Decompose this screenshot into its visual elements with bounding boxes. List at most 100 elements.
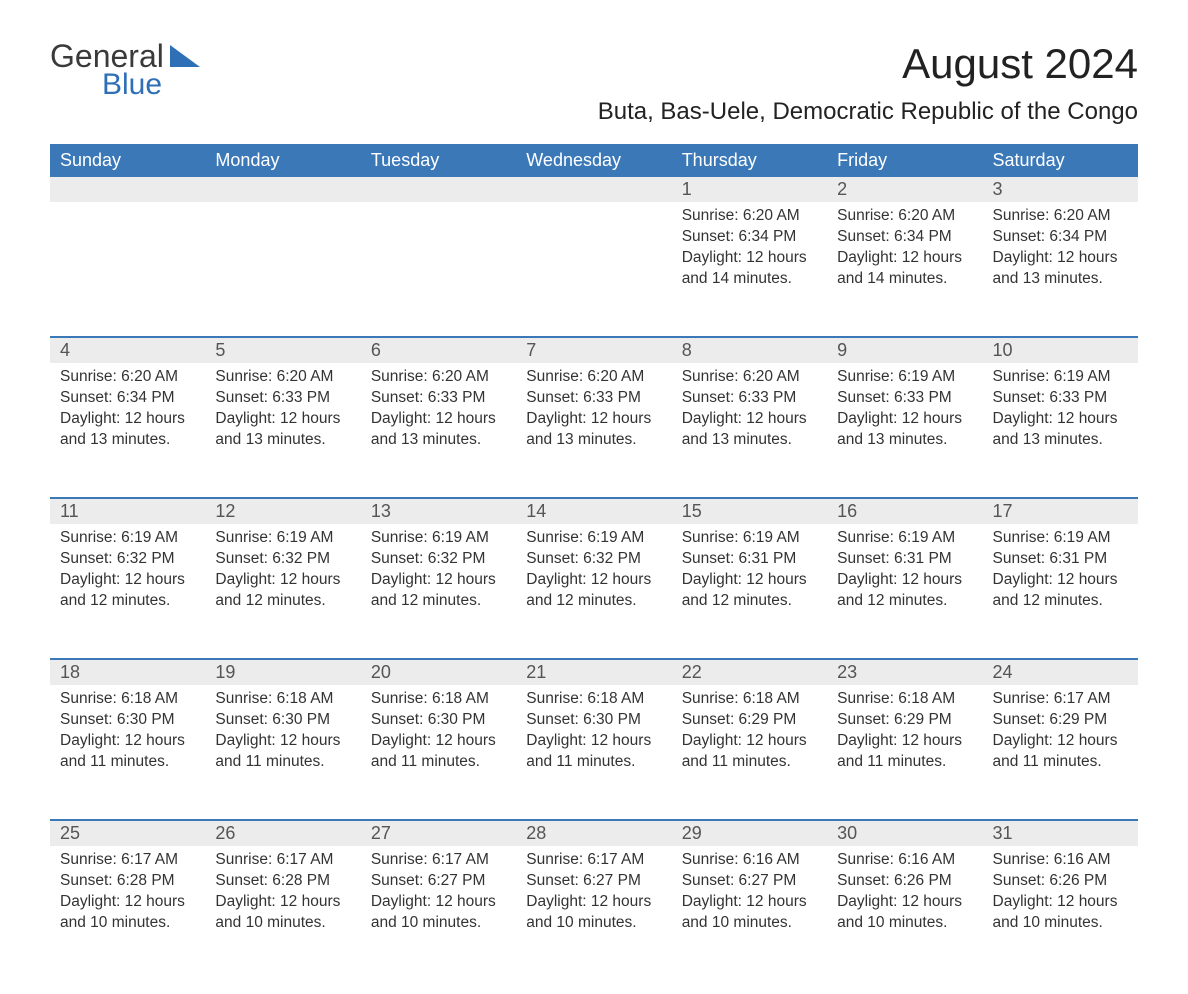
calendar-day: Sunrise: 6:19 AMSunset: 6:33 PMDaylight:… (983, 363, 1138, 481)
day-sunset: Sunset: 6:33 PM (526, 388, 661, 409)
day-details: Sunrise: 6:18 AMSunset: 6:30 PMDaylight:… (361, 685, 516, 773)
day-d1: Daylight: 12 hours (682, 248, 817, 269)
day-sunset: Sunset: 6:31 PM (993, 549, 1128, 570)
day-d1: Daylight: 12 hours (993, 731, 1128, 752)
day-d1: Daylight: 12 hours (371, 409, 506, 430)
day-sunset: Sunset: 6:30 PM (371, 710, 506, 731)
day-number: 12 (205, 499, 360, 524)
day-number: 28 (516, 821, 671, 846)
day-sunset: Sunset: 6:29 PM (837, 710, 972, 731)
day-number: 14 (516, 499, 671, 524)
day-d1: Daylight: 12 hours (993, 248, 1128, 269)
day-d2: and 13 minutes. (215, 430, 350, 451)
day-sunrise: Sunrise: 6:19 AM (682, 528, 817, 549)
day-details: Sunrise: 6:18 AMSunset: 6:30 PMDaylight:… (205, 685, 360, 773)
day-details: Sunrise: 6:19 AMSunset: 6:32 PMDaylight:… (50, 524, 205, 612)
day-d1: Daylight: 12 hours (60, 731, 195, 752)
day-d1: Daylight: 12 hours (682, 892, 817, 913)
day-sunrise: Sunrise: 6:18 AM (837, 689, 972, 710)
day-sunrise: Sunrise: 6:19 AM (993, 528, 1128, 549)
day-d2: and 11 minutes. (371, 752, 506, 773)
calendar-day: Sunrise: 6:18 AMSunset: 6:30 PMDaylight:… (205, 685, 360, 803)
day-d1: Daylight: 12 hours (526, 892, 661, 913)
day-d1: Daylight: 12 hours (371, 570, 506, 591)
day-number: 29 (672, 821, 827, 846)
day-sunrise: Sunrise: 6:19 AM (215, 528, 350, 549)
day-d1: Daylight: 12 hours (215, 731, 350, 752)
day-d1: Daylight: 12 hours (993, 570, 1128, 591)
day-d2: and 10 minutes. (60, 913, 195, 934)
dow-tuesday: Tuesday (361, 144, 516, 177)
day-d1: Daylight: 12 hours (837, 731, 972, 752)
day-d1: Daylight: 12 hours (837, 248, 972, 269)
day-sunrise: Sunrise: 6:17 AM (526, 850, 661, 871)
day-sunset: Sunset: 6:33 PM (215, 388, 350, 409)
day-d2: and 14 minutes. (682, 269, 817, 290)
day-details: Sunrise: 6:19 AMSunset: 6:32 PMDaylight:… (516, 524, 671, 612)
dow-saturday: Saturday (983, 144, 1138, 177)
day-details: Sunrise: 6:19 AMSunset: 6:31 PMDaylight:… (672, 524, 827, 612)
day-sunrise: Sunrise: 6:16 AM (837, 850, 972, 871)
day-number: 15 (672, 499, 827, 524)
day-sunrise: Sunrise: 6:19 AM (371, 528, 506, 549)
day-details: Sunrise: 6:19 AMSunset: 6:33 PMDaylight:… (827, 363, 982, 451)
day-details: Sunrise: 6:19 AMSunset: 6:31 PMDaylight:… (827, 524, 982, 612)
brand-name-2: Blue (102, 68, 200, 102)
calendar-day: Sunrise: 6:20 AMSunset: 6:34 PMDaylight:… (827, 202, 982, 320)
day-sunset: Sunset: 6:27 PM (371, 871, 506, 892)
day-d2: and 12 minutes. (215, 591, 350, 612)
day-sunrise: Sunrise: 6:20 AM (215, 367, 350, 388)
day-details: Sunrise: 6:20 AMSunset: 6:34 PMDaylight:… (983, 202, 1138, 290)
day-sunrise: Sunrise: 6:20 AM (60, 367, 195, 388)
day-sunset: Sunset: 6:27 PM (526, 871, 661, 892)
day-number: 6 (361, 338, 516, 363)
day-sunrise: Sunrise: 6:20 AM (837, 206, 972, 227)
day-sunset: Sunset: 6:34 PM (993, 227, 1128, 248)
calendar-day: Sunrise: 6:19 AMSunset: 6:32 PMDaylight:… (50, 524, 205, 642)
day-number: 3 (983, 177, 1138, 202)
calendar-day: Sunrise: 6:20 AMSunset: 6:34 PMDaylight:… (50, 363, 205, 481)
day-sunset: Sunset: 6:34 PM (837, 227, 972, 248)
day-details: Sunrise: 6:17 AMSunset: 6:28 PMDaylight:… (205, 846, 360, 934)
day-d2: and 10 minutes. (371, 913, 506, 934)
calendar-day (361, 202, 516, 320)
day-d1: Daylight: 12 hours (526, 409, 661, 430)
dow-thursday: Thursday (672, 144, 827, 177)
day-number: 11 (50, 499, 205, 524)
day-sunset: Sunset: 6:27 PM (682, 871, 817, 892)
day-d1: Daylight: 12 hours (215, 892, 350, 913)
day-d2: and 12 minutes. (993, 591, 1128, 612)
day-number: 21 (516, 660, 671, 685)
day-d2: and 11 minutes. (60, 752, 195, 773)
day-sunset: Sunset: 6:29 PM (682, 710, 817, 731)
dow-friday: Friday (827, 144, 982, 177)
calendar-day: Sunrise: 6:17 AMSunset: 6:27 PMDaylight:… (516, 846, 671, 964)
calendar-day: Sunrise: 6:18 AMSunset: 6:29 PMDaylight:… (827, 685, 982, 803)
title-block: August 2024 Buta, Bas-Uele, Democratic R… (598, 40, 1138, 126)
day-sunrise: Sunrise: 6:20 AM (371, 367, 506, 388)
day-d2: and 10 minutes. (682, 913, 817, 934)
day-d1: Daylight: 12 hours (682, 570, 817, 591)
day-d1: Daylight: 12 hours (993, 892, 1128, 913)
day-sunrise: Sunrise: 6:18 AM (371, 689, 506, 710)
day-sunrise: Sunrise: 6:19 AM (526, 528, 661, 549)
calendar-day (516, 202, 671, 320)
day-d2: and 13 minutes. (60, 430, 195, 451)
day-details: Sunrise: 6:20 AMSunset: 6:33 PMDaylight:… (672, 363, 827, 451)
day-sunrise: Sunrise: 6:20 AM (682, 367, 817, 388)
day-number: 9 (827, 338, 982, 363)
day-number: 5 (205, 338, 360, 363)
day-details: Sunrise: 6:20 AMSunset: 6:33 PMDaylight:… (361, 363, 516, 451)
calendar-day: Sunrise: 6:20 AMSunset: 6:33 PMDaylight:… (361, 363, 516, 481)
dow-monday: Monday (205, 144, 360, 177)
day-details: Sunrise: 6:17 AMSunset: 6:27 PMDaylight:… (361, 846, 516, 934)
day-sunset: Sunset: 6:32 PM (215, 549, 350, 570)
location-label: Buta, Bas-Uele, Democratic Republic of t… (598, 98, 1138, 126)
day-sunset: Sunset: 6:28 PM (215, 871, 350, 892)
day-number: 23 (827, 660, 982, 685)
day-d1: Daylight: 12 hours (682, 409, 817, 430)
brand-logo: General Blue (50, 40, 200, 102)
calendar-day: Sunrise: 6:17 AMSunset: 6:28 PMDaylight:… (50, 846, 205, 964)
day-sunrise: Sunrise: 6:18 AM (526, 689, 661, 710)
day-sunrise: Sunrise: 6:20 AM (682, 206, 817, 227)
